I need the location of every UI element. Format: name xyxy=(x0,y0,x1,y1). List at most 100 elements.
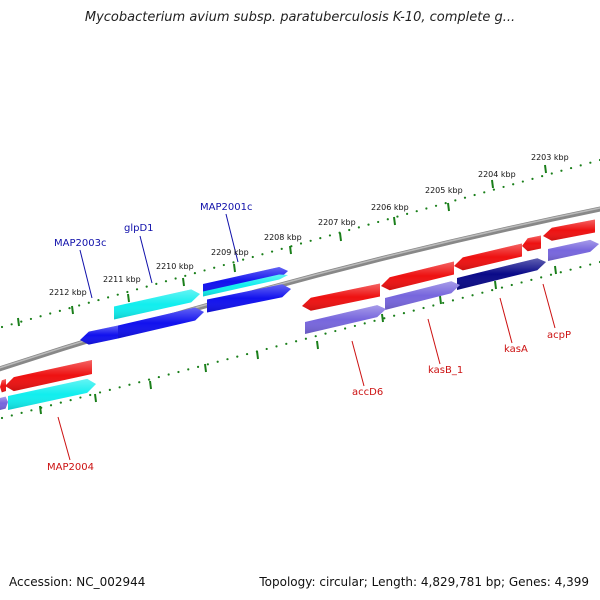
scale-dot xyxy=(280,247,283,250)
scale-dot xyxy=(98,391,102,394)
scale-dot xyxy=(187,368,190,371)
scale-dot xyxy=(145,285,148,288)
gene-label[interactable]: kasA xyxy=(504,344,528,355)
scale-dot xyxy=(79,396,82,399)
scale-dot xyxy=(383,317,386,320)
scale-dot xyxy=(324,332,327,335)
scale-dot xyxy=(319,237,322,240)
gene-arrow-shade xyxy=(0,379,6,393)
scale-dot xyxy=(481,291,484,294)
scale-dot xyxy=(20,320,23,323)
scale-dot xyxy=(108,388,111,391)
scale-dot xyxy=(261,253,264,256)
scale-tick xyxy=(289,245,292,255)
scale-dot xyxy=(432,304,435,307)
scale-dot xyxy=(363,322,366,325)
scale-dot xyxy=(265,347,268,351)
gene-arrow-shade xyxy=(203,274,288,297)
scale-dot xyxy=(531,177,534,180)
gene-arrow-shade xyxy=(457,258,546,290)
scale-dot xyxy=(294,340,298,343)
gene-labels: MAP2003c glpD1 MAP2001c accD6 kasB_1 kasA acpP… xyxy=(47,202,571,473)
scale-dot xyxy=(569,166,573,170)
scale-dot xyxy=(373,319,376,322)
scale-dot xyxy=(396,215,399,218)
scale-dot xyxy=(147,378,151,381)
scale-tick xyxy=(127,293,130,303)
scale-label: 2209 kbp xyxy=(211,248,249,257)
gene-arrow-shade xyxy=(522,235,541,252)
leader-line xyxy=(57,416,71,461)
scale-dot xyxy=(245,352,249,356)
scale-dot xyxy=(69,398,72,402)
scale-dot xyxy=(299,242,303,245)
scale-dot xyxy=(206,363,209,366)
scale-dot xyxy=(155,282,158,286)
scale-dot xyxy=(425,207,428,210)
scale-label: 2211 kbp xyxy=(103,275,141,284)
leader-line xyxy=(427,318,441,365)
gene-arrow-shade xyxy=(548,239,599,261)
scale-dot xyxy=(377,220,380,224)
scale-tick xyxy=(544,164,547,174)
scale-dot xyxy=(393,314,396,317)
scale-tick xyxy=(439,295,442,305)
scale-dot xyxy=(0,416,4,420)
scale-dot xyxy=(157,375,160,379)
scale-dot xyxy=(304,337,308,340)
scale-dot xyxy=(540,276,543,279)
scale-dot xyxy=(415,210,418,213)
gene-label[interactable]: MAP2004 xyxy=(47,462,94,473)
scale-dot xyxy=(463,196,467,199)
scale-dot xyxy=(512,183,515,186)
gene-arrow-shade xyxy=(454,243,522,271)
scale-dot xyxy=(30,409,33,412)
scale-tick xyxy=(554,265,557,275)
backbone-ring-highlight xyxy=(0,207,600,369)
scale-dot xyxy=(285,342,288,345)
gene-label[interactable]: MAP2001c xyxy=(200,202,252,213)
scale-dot xyxy=(49,312,52,315)
gene-arrow-shade xyxy=(118,307,204,339)
scale-dot xyxy=(174,277,177,280)
scale-dot xyxy=(334,329,337,333)
gene-label[interactable]: acpP xyxy=(547,330,571,341)
scale-dot xyxy=(549,273,553,276)
scale-dot xyxy=(442,301,445,305)
scale-dot xyxy=(232,261,235,264)
scale-tick xyxy=(204,363,207,373)
scale-dot xyxy=(242,258,245,261)
scale-dot xyxy=(559,271,562,274)
scale-dot xyxy=(10,323,13,326)
scale-dot xyxy=(222,263,225,267)
scale-tick xyxy=(494,280,497,290)
topology-stats: Topology: circular; Length: 4,829,781 bp… xyxy=(259,575,589,589)
gene-features xyxy=(0,219,599,410)
scale-dot xyxy=(58,309,61,312)
gene-label[interactable]: glpD1 xyxy=(124,223,154,234)
scale-dot xyxy=(405,212,409,215)
gene-arrow-shade xyxy=(207,284,291,313)
scale-dot xyxy=(510,283,513,287)
scale-dot xyxy=(29,317,33,321)
gene-label[interactable]: MAP2003c xyxy=(54,238,106,249)
scale-dot xyxy=(49,404,53,407)
scale-tick xyxy=(39,405,42,415)
scale-dot xyxy=(213,266,216,269)
scale-dot xyxy=(20,411,23,414)
scale-tick xyxy=(233,263,236,273)
scale-dot xyxy=(203,269,206,272)
label-leaders xyxy=(57,213,556,461)
scale-dot xyxy=(236,355,239,358)
gene-label[interactable]: accD6 xyxy=(352,387,383,398)
scale-dot xyxy=(118,386,121,389)
scale-tick xyxy=(182,277,185,287)
gene-label[interactable]: kasB_1 xyxy=(428,365,463,376)
scale-tick xyxy=(339,232,342,242)
scale-dot xyxy=(196,365,200,368)
scale-dot xyxy=(386,218,389,221)
leader-line xyxy=(499,297,513,344)
scale-dot xyxy=(87,301,90,304)
scale-dot xyxy=(309,239,312,242)
scale-dot xyxy=(193,272,197,275)
